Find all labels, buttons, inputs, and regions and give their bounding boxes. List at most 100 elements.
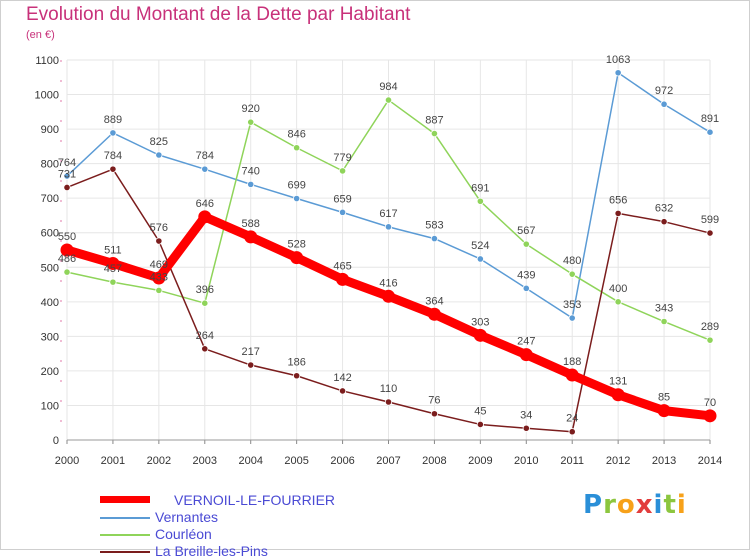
- data-label: 343: [655, 303, 673, 315]
- data-label: 188: [563, 356, 581, 368]
- data-point: [706, 336, 714, 344]
- x-tick-label: 2011: [560, 455, 584, 467]
- data-label: 599: [701, 214, 719, 226]
- logo-letter: r: [603, 490, 617, 520]
- data-label: 524: [471, 240, 489, 252]
- x-tick-label: 2013: [652, 455, 676, 467]
- data-point: [568, 314, 576, 322]
- data-point: [382, 289, 395, 303]
- legend-label: VERNOIL-LE-FOURRIER: [174, 492, 336, 508]
- proxiti-logo: Proxiti: [583, 490, 687, 520]
- data-label: 740: [242, 165, 260, 177]
- data-label: 247: [517, 336, 535, 348]
- data-point: [338, 387, 347, 395]
- data-label: 416: [379, 277, 397, 289]
- data-label: 303: [471, 316, 489, 328]
- data-label: 486: [58, 253, 76, 265]
- data-label: 439: [517, 269, 535, 281]
- data-point: [473, 328, 487, 342]
- y-tick-label: 900: [41, 124, 59, 136]
- data-point: [519, 348, 533, 362]
- data-point: [201, 345, 209, 353]
- data-point: [198, 210, 212, 224]
- data-label: 583: [425, 220, 443, 232]
- data-label: 846: [287, 129, 305, 141]
- data-point: [60, 243, 74, 257]
- legend-swatch: [100, 551, 150, 553]
- x-tick-label: 2012: [606, 455, 630, 467]
- data-point: [476, 420, 484, 429]
- data-label: 889: [104, 114, 122, 126]
- data-label: 550: [58, 231, 76, 243]
- data-point: [336, 272, 350, 286]
- data-point: [244, 230, 258, 244]
- data-point: [293, 144, 301, 152]
- data-point: [522, 424, 530, 432]
- data-point: [384, 223, 393, 231]
- y-tick-label: 1100: [35, 55, 59, 67]
- logo-letter: x: [635, 490, 654, 520]
- y-tick-label: 600: [41, 228, 59, 240]
- data-label: 699: [287, 180, 305, 192]
- data-point: [109, 165, 117, 173]
- legend-label: Vernantes: [155, 509, 219, 525]
- data-label: 511: [104, 244, 122, 256]
- y-tick-label: 400: [41, 297, 59, 309]
- data-label: 984: [379, 81, 397, 93]
- data-label: 784: [196, 150, 214, 162]
- data-point: [293, 372, 301, 380]
- data-label: 891: [701, 113, 719, 125]
- data-point: [338, 208, 347, 216]
- data-label: 576: [150, 222, 168, 234]
- data-point: [338, 167, 347, 175]
- chart-title: Evolution du Montant de la Dette par Hab…: [26, 4, 411, 25]
- logo-letter: o: [616, 490, 636, 520]
- data-point: [427, 307, 441, 321]
- data-point: [152, 271, 166, 285]
- data-point: [706, 128, 714, 136]
- data-point: [476, 197, 484, 205]
- y-tick-label: 200: [41, 366, 59, 378]
- data-label: 400: [609, 283, 627, 295]
- data-point: [247, 118, 255, 126]
- data-point: [568, 428, 576, 436]
- data-point: [201, 165, 209, 173]
- y-tick-label: 800: [41, 159, 59, 171]
- data-point: [201, 299, 209, 307]
- data-point: [614, 298, 622, 306]
- y-tick-label: 700: [41, 193, 59, 205]
- chart-subtitle: (en €): [26, 29, 55, 41]
- series-group: [60, 69, 717, 436]
- data-point: [522, 284, 530, 292]
- data-label: 264: [196, 330, 214, 342]
- data-point: [430, 235, 439, 243]
- x-tick-label: 2010: [514, 455, 538, 467]
- data-label: 110: [380, 383, 398, 395]
- data-label: 656: [609, 194, 627, 206]
- axes: 0 100 200 300 400 500 600 700 800 900 1000 1100 2000…: [35, 55, 723, 467]
- logo-letter: P: [583, 490, 604, 520]
- logo-letter: i: [653, 490, 664, 520]
- y-tick-label: 0: [53, 435, 59, 447]
- data-point: [703, 409, 717, 423]
- data-label: 659: [333, 193, 351, 205]
- logo-letter: t: [663, 490, 677, 520]
- data-label: 24: [566, 413, 578, 425]
- x-tick-label: 2004: [238, 455, 262, 467]
- x-tick-label: 2005: [284, 455, 308, 467]
- x-tick-label: 2003: [193, 455, 217, 467]
- x-tick-label: 2014: [698, 455, 722, 467]
- data-point: [109, 129, 117, 137]
- data-point: [568, 270, 576, 278]
- data-label: 779: [333, 152, 351, 164]
- data-label: 186: [287, 357, 305, 369]
- data-label: 528: [287, 239, 305, 251]
- data-point: [63, 183, 71, 192]
- x-tick-label: 2001: [101, 455, 125, 467]
- data-point: [476, 255, 484, 263]
- data-point: [293, 194, 301, 203]
- data-point: [155, 237, 163, 245]
- data-label: 646: [196, 198, 214, 210]
- x-tick-label: 2006: [330, 455, 354, 467]
- data-label: 480: [563, 255, 581, 267]
